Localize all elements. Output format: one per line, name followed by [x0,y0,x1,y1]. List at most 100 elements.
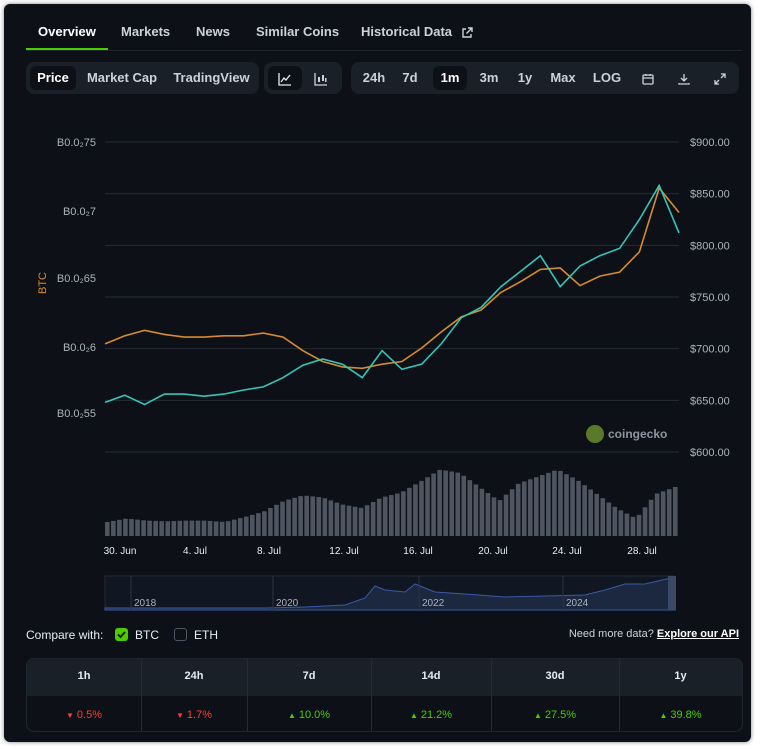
market-cap-view-button[interactable]: Market Cap [86,70,158,85]
volume-bar [521,481,527,536]
volume-bar [328,500,334,536]
volume-bar [268,508,273,536]
tab-historical-data[interactable]: Historical Data [361,24,473,39]
volume-bar [219,521,225,536]
navigator-handle[interactable] [668,576,676,610]
volume-bar [225,521,231,536]
log-scale-button[interactable]: LOG [592,70,622,85]
download-button[interactable] [669,66,699,90]
volume-bar [648,499,654,536]
volume-bar [570,477,575,536]
usd-price-line [104,183,680,406]
explore-api-link[interactable]: Explore our API [656,628,739,640]
candlestick-chart-button[interactable] [304,66,338,90]
volume-bar [123,518,128,536]
external-link-icon [461,26,473,38]
volume-bar [153,520,158,536]
tradingview-button[interactable]: TradingView [173,70,250,85]
tab-news[interactable]: News [196,24,230,39]
volume-bar [213,521,219,536]
table-column-divider [371,659,372,731]
volume-bar [461,475,467,536]
range-3m-button[interactable]: 3m [479,70,499,85]
compare-btc-checkbox[interactable] [115,628,128,641]
volume-bar [364,505,370,536]
volume-bar [298,496,303,536]
volume-bar [540,475,545,536]
volume-bar [473,484,479,536]
performance-value-24h: ▼ 1.7% [141,709,247,721]
tab-similar-coins[interactable]: Similar Coins [256,24,340,39]
volume-bar [388,495,394,536]
left-axis-tick: B0.0₂55 [57,408,96,420]
x-axis-tick: 30. Jun [104,546,137,557]
compare-label: Compare with: [26,628,104,642]
range-max-button[interactable]: Max [550,70,576,85]
volume-bar [135,519,140,536]
volume-bar [582,485,587,536]
tab-divider [26,50,742,51]
tab-bar: Overview Markets News Similar Coins Hist… [4,4,751,52]
volume-bar [159,521,164,536]
volume-bar [358,507,364,536]
volume-bar [642,507,648,536]
line-chart-button[interactable] [268,66,302,90]
navigator-area [104,576,676,611]
volume-bar [141,520,146,536]
x-axis-tick: 24. Jul [552,546,581,557]
x-axis-tick: 16. Jul [403,546,432,557]
volume-bar [606,502,612,536]
fullscreen-button[interactable] [705,66,735,90]
volume-bar [105,522,110,536]
range-1m-button[interactable]: 1m [433,66,467,90]
volume-bar [497,500,503,536]
performance-value-text: 0.5% [76,709,102,721]
coin-chart-panel: Overview Markets News Similar Coins Hist… [4,4,751,742]
range-24h-button[interactable]: 24h [362,70,386,85]
left-axis-label: BTC [37,272,49,294]
range-7d-button[interactable]: 7d [402,70,418,85]
volume-bar [304,495,309,536]
price-chart[interactable]: $900.00 $850.00 $800.00 $750.00 $700.00 $650.… [4,100,751,620]
volume-bar [262,511,267,536]
volume-bar [346,505,352,536]
volume-bar [189,520,195,536]
volume-bar [310,496,316,536]
volume-bar [147,520,152,536]
volume-bar [654,493,660,536]
compare-eth-checkbox[interactable] [174,628,187,641]
volume-bar [618,510,624,536]
performance-header-30d: 30d [545,670,565,682]
range-1y-button[interactable]: 1y [517,70,533,85]
chart-style-group [264,62,342,94]
volume-bar [352,506,358,536]
performance-header-1y: 1y [674,670,687,682]
tab-overview[interactable]: Overview [38,24,96,39]
volume-bar [334,502,340,536]
performance-value-14d: ▲ 21.2% [371,709,491,721]
volume-bar [117,519,122,536]
performance-value-text: 27.5% [544,709,577,721]
performance-header-1h: 1h [77,670,91,682]
performance-value-text: 21.2% [420,709,453,721]
performance-value-30d: ▲ 27.5% [491,709,619,721]
x-axis-tick: 28. Jul [627,546,656,557]
volume-bar [322,498,328,536]
volume-bar [564,474,569,536]
volume-bar [274,504,279,536]
volume-bar [467,480,473,536]
x-axis-tick: 8. Jul [257,546,281,557]
table-column-divider [141,659,142,731]
volume-bar [437,469,442,536]
volume-bar [316,497,322,536]
right-axis-tick: $600.00 [690,447,730,459]
volume-bar [600,498,606,536]
caret-up-icon: ▲ [659,711,668,720]
tab-markets[interactable]: Markets [121,24,171,39]
volume-bar [552,470,557,536]
volume-bar [660,491,666,536]
line-chart-icon [278,72,291,86]
price-view-button[interactable]: Price [30,66,76,90]
volume-bar [624,513,630,536]
date-range-button[interactable] [633,66,663,90]
